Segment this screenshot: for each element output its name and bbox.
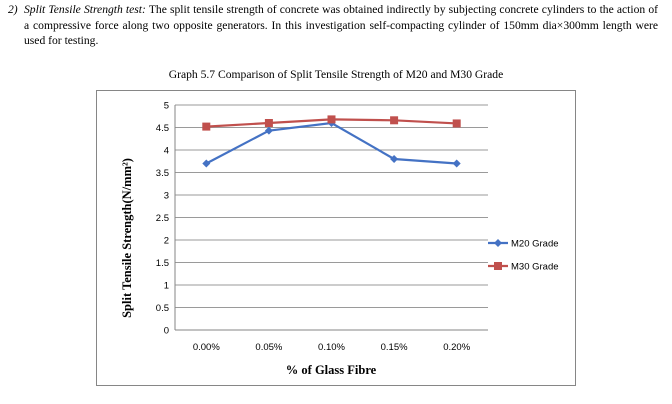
paragraph-body: Split Tensile Strength test: The split t… bbox=[24, 2, 658, 49]
data-point bbox=[202, 159, 211, 168]
data-point bbox=[202, 122, 211, 131]
y-tick-label: 0 bbox=[164, 326, 169, 337]
y-tick-label: 1 bbox=[164, 281, 169, 292]
section-lead: Split Tensile Strength test: bbox=[24, 3, 146, 16]
paragraph-text: The split tensile strength of concrete w… bbox=[24, 3, 658, 48]
chart-border bbox=[96, 90, 576, 386]
y-tick-label: 5 bbox=[164, 101, 169, 112]
y-tick-label: 2 bbox=[164, 236, 169, 247]
y-tick-label: 3.5 bbox=[156, 168, 169, 179]
item-number: 2) bbox=[8, 3, 18, 16]
x-tick-label: 0.15% bbox=[381, 342, 408, 353]
y-axis-ticks: 0 0.5 1 1.5 2 2.5 3 3.5 4 4.5 5 bbox=[156, 101, 169, 337]
x-tick-label: 0.00% bbox=[193, 342, 220, 353]
line-chart: 0 0.5 1 1.5 2 2.5 3 3.5 4 4.5 5 0.00% 0.05% 0.10% 0.1… bbox=[96, 90, 576, 386]
y-tick-label: 1.5 bbox=[156, 258, 169, 269]
series-2 bbox=[202, 115, 461, 131]
graph-title: Graph 5.7 Comparison of Split Tensile St… bbox=[168, 68, 504, 81]
data-point bbox=[327, 115, 336, 124]
legend-marker bbox=[494, 262, 502, 270]
description-paragraph: 2) Split Tensile Strength test: The spli… bbox=[8, 2, 658, 49]
y-tick-label: 0.5 bbox=[156, 303, 169, 314]
data-point bbox=[390, 116, 399, 125]
x-tick-label: 0.10% bbox=[318, 342, 345, 353]
x-tick-label: 0.05% bbox=[255, 342, 282, 353]
y-axis-label: Split Tensile Strength(N/mm²) bbox=[120, 158, 134, 318]
x-tick-label: 0.20% bbox=[443, 342, 470, 353]
data-point bbox=[452, 119, 461, 128]
y-tick-label: 4 bbox=[164, 146, 169, 157]
y-tick-label: 2.5 bbox=[156, 213, 169, 224]
legend-marker bbox=[494, 239, 502, 247]
data-point bbox=[452, 159, 461, 168]
y-tick-label: 3 bbox=[164, 191, 169, 202]
y-tick-label: 4.5 bbox=[156, 123, 169, 134]
data-point bbox=[390, 155, 399, 163]
legend-item: M30 Grade bbox=[488, 262, 559, 273]
data-point bbox=[264, 119, 273, 127]
x-axis-ticks: 0.00% 0.05% 0.10% 0.15% 0.20% bbox=[193, 342, 471, 353]
legend: M20 Grade M30 Grade bbox=[488, 239, 559, 273]
grid-lines bbox=[174, 104, 488, 331]
x-axis-label: % of Glass Fibre bbox=[286, 363, 377, 377]
legend-label: M20 Grade bbox=[511, 239, 559, 250]
legend-item: M20 Grade bbox=[488, 239, 559, 250]
legend-label: M30 Grade bbox=[511, 262, 559, 273]
